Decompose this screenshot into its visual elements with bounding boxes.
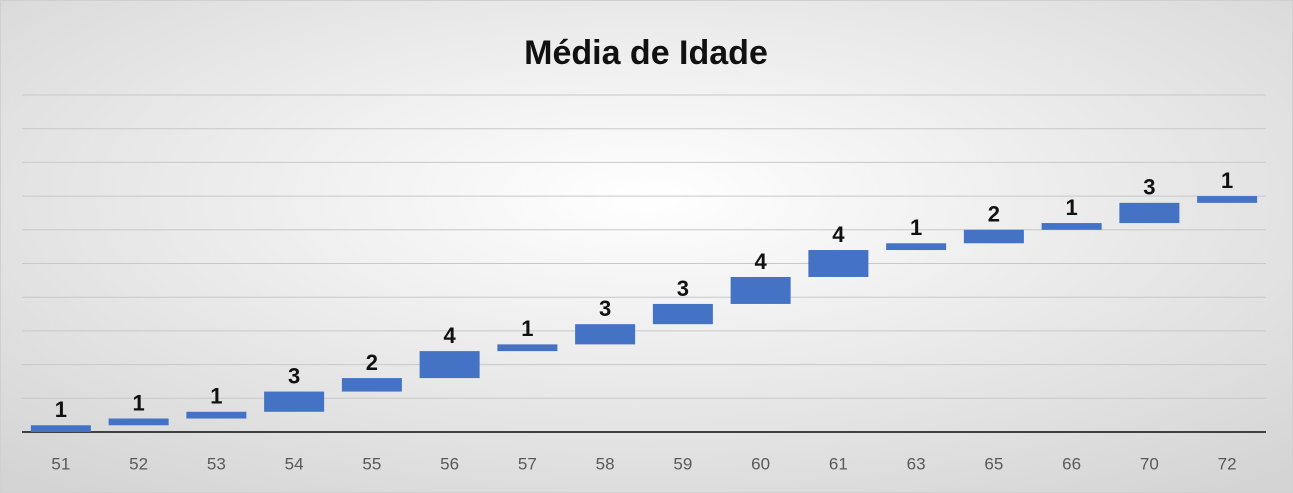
x-tick-label: 60 [751, 454, 770, 473]
data-label: 3 [288, 363, 300, 388]
bar [730, 276, 791, 304]
bar [808, 250, 869, 277]
x-tick-label: 58 [596, 454, 615, 473]
x-tick-label: 61 [829, 454, 848, 473]
data-label: 2 [988, 202, 1000, 227]
x-tick-label: 72 [1218, 454, 1237, 473]
bar [1119, 202, 1180, 224]
data-label: 4 [755, 249, 768, 274]
data-label: 1 [210, 384, 222, 409]
bar [30, 425, 91, 432]
data-label: 1 [1221, 168, 1233, 193]
x-tick-label: 63 [907, 454, 926, 473]
x-tick-label: 53 [207, 454, 226, 473]
data-label: 1 [521, 316, 533, 341]
data-label: 1 [55, 397, 67, 422]
bar [652, 303, 713, 325]
x-tick-label: 59 [673, 454, 692, 473]
data-label: 1 [910, 215, 922, 240]
x-tick-label: 52 [129, 454, 148, 473]
x-tick-label: 57 [518, 454, 537, 473]
bar [264, 391, 325, 412]
data-label: 3 [677, 276, 689, 301]
bar [108, 418, 169, 426]
x-tick-label: 56 [440, 454, 459, 473]
x-tick-label: 65 [984, 454, 1003, 473]
bar [575, 324, 636, 345]
bar [186, 411, 247, 419]
data-label: 4 [832, 222, 845, 247]
data-label: 1 [1066, 195, 1078, 220]
bar [886, 243, 947, 251]
x-tick-label: 51 [51, 454, 70, 473]
x-tick-label: 54 [285, 454, 304, 473]
data-label: 2 [366, 350, 378, 375]
bar [963, 229, 1024, 244]
chart-title: Média de Idade [524, 34, 768, 72]
data-label: 3 [599, 296, 611, 321]
bar [1041, 223, 1102, 230]
bar [341, 378, 402, 392]
data-label: 4 [444, 323, 457, 348]
data-label: 1 [133, 390, 145, 415]
bar [419, 351, 480, 379]
data-label: 3 [1143, 175, 1155, 200]
x-tick-label: 55 [362, 454, 381, 473]
bar [1197, 196, 1258, 203]
bar [497, 344, 558, 352]
x-tick-label: 66 [1062, 454, 1081, 473]
x-tick-label: 70 [1140, 454, 1159, 473]
